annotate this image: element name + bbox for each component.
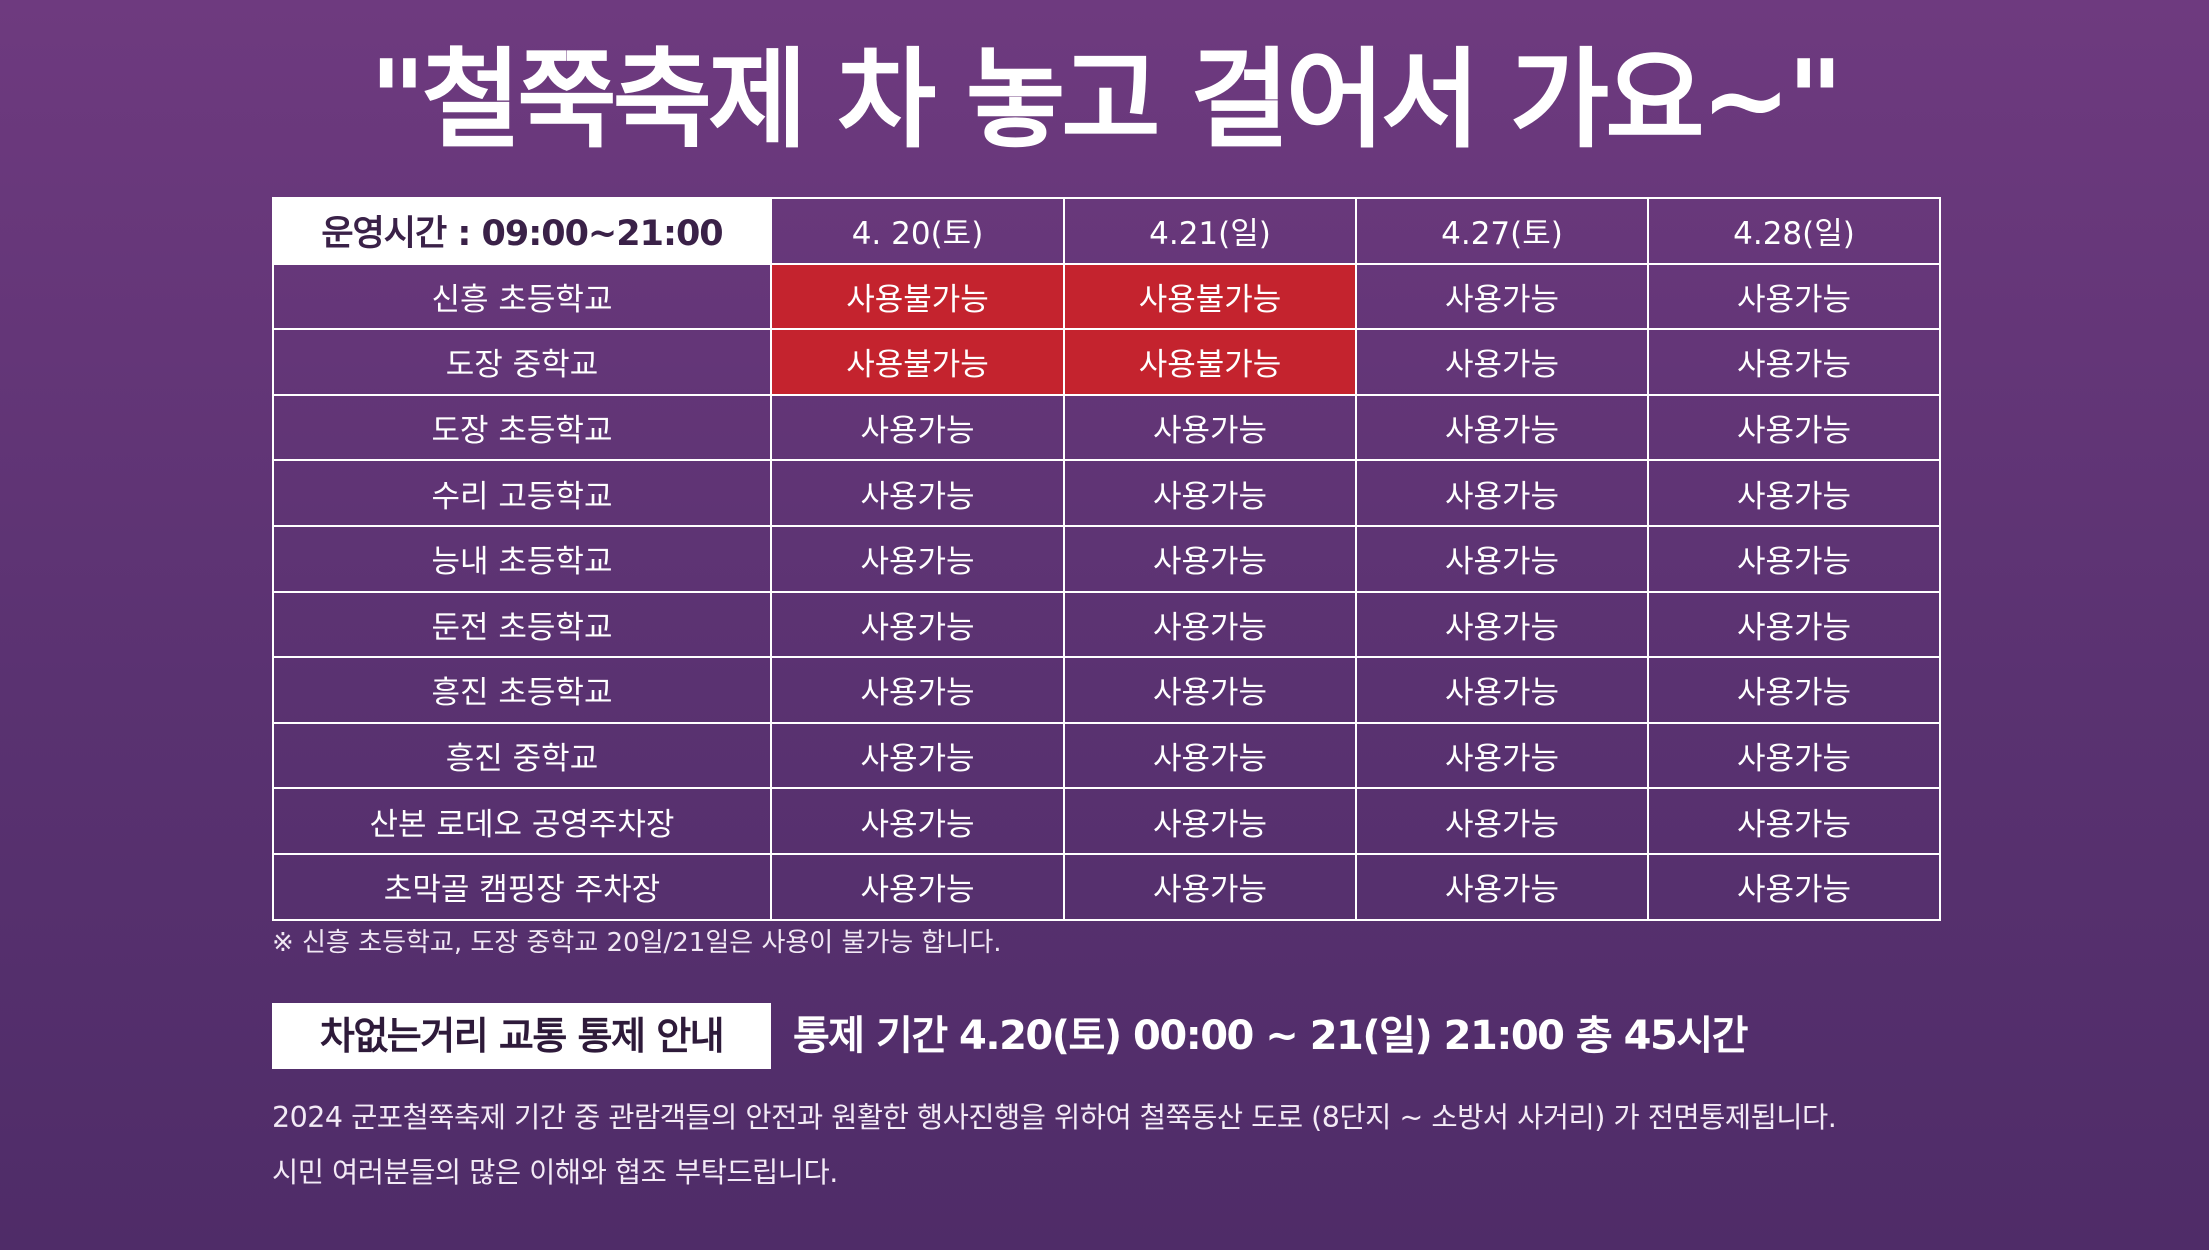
table-row: 흥진 초등학교 사용가능 사용가능 사용가능 사용가능 (272, 656, 1941, 724)
availability-cell: 사용가능 (770, 656, 1065, 724)
parking-schedule-table: 운영시간 : 09:00~21:00 4. 20(토) 4.21(일) 4.27… (272, 197, 1941, 921)
availability-cell: 사용가능 (1647, 459, 1941, 527)
parking-location-name: 흥진 초등학교 (272, 656, 772, 724)
table-body: 신흥 초등학교 사용불가능 사용불가능 사용가능 사용가능 도장 중학교 사용불가능 사용불가… (272, 262, 1941, 921)
availability-cell: 사용가능 (1647, 524, 1941, 593)
parking-location-name: 도장 초등학교 (272, 393, 772, 462)
availability-cell: 사용가능 (1063, 721, 1357, 790)
table-row: 신흥 초등학교 사용불가능 사용불가능 사용가능 사용가능 (272, 262, 1941, 331)
table-row: 수리 고등학교 사용가능 사용가능 사용가능 사용가능 (272, 459, 1941, 527)
table-row: 도장 중학교 사용불가능 사용불가능 사용가능 사용가능 (272, 328, 1941, 396)
table-row: 능내 초등학교 사용가능 사용가능 사용가능 사용가능 (272, 524, 1941, 593)
availability-cell: 사용가능 (1063, 459, 1357, 527)
availability-cell: 사용가능 (1063, 524, 1357, 593)
availability-cell: 사용가능 (1063, 590, 1357, 659)
availability-cell: 사용가능 (770, 459, 1065, 527)
availability-cell: 사용가능 (1647, 393, 1941, 462)
availability-cell: 사용가능 (1647, 262, 1941, 331)
footnote: ※ 신흥 초등학교, 도장 중학교 20일/21일은 사용이 불가능 합니다. (272, 928, 1002, 958)
description-line: 2024 군포철쭉축제 기간 중 관람객들의 안전과 원활한 행사진행을 위하여… (272, 1101, 1837, 1134)
availability-cell: 사용가능 (1355, 590, 1649, 659)
availability-cell: 사용불가능 (1063, 328, 1357, 396)
availability-cell: 사용가능 (1355, 459, 1649, 527)
date-header: 4.21(일) (1063, 197, 1357, 265)
availability-cell: 사용가능 (770, 852, 1065, 921)
availability-cell: 사용가능 (1647, 787, 1941, 855)
date-header: 4.28(일) (1647, 197, 1941, 265)
availability-cell: 사용가능 (1355, 656, 1649, 724)
description-line: 시민 여러분들의 많은 이해와 협조 부탁드립니다. (272, 1156, 838, 1189)
availability-cell: 사용가능 (1355, 852, 1649, 921)
availability-cell: 사용가능 (1355, 393, 1649, 462)
parking-location-name: 산본 로데오 공영주차장 (272, 787, 772, 855)
operating-hours-label: 운영시간 : 09:00~21:00 (272, 197, 772, 265)
table-row: 산본 로데오 공영주차장 사용가능 사용가능 사용가능 사용가능 (272, 787, 1941, 855)
page-title: "철쭉축제 차 놓고 걸어서 가요~" (369, 38, 1844, 163)
table-row: 초막골 캠핑장 주차장 사용가능 사용가능 사용가능 사용가능 (272, 852, 1941, 921)
availability-cell: 사용가능 (1355, 721, 1649, 790)
table-row: 둔전 초등학교 사용가능 사용가능 사용가능 사용가능 (272, 590, 1941, 659)
parking-location-name: 흥진 중학교 (272, 721, 772, 790)
parking-location-name: 둔전 초등학교 (272, 590, 772, 659)
availability-cell: 사용불가능 (1063, 262, 1357, 331)
availability-cell: 사용가능 (770, 393, 1065, 462)
availability-cell: 사용가능 (1063, 656, 1357, 724)
availability-cell: 사용가능 (1355, 328, 1649, 396)
traffic-control-period: 통제 기간 4.20(토) 00:00 ~ 21(일) 21:00 총 45시간 (793, 1013, 1748, 1059)
availability-cell: 사용가능 (770, 524, 1065, 593)
availability-cell: 사용불가능 (770, 328, 1065, 396)
availability-cell: 사용가능 (1063, 393, 1357, 462)
availability-cell: 사용가능 (770, 787, 1065, 855)
availability-cell: 사용가능 (1355, 524, 1649, 593)
availability-cell: 사용가능 (1063, 787, 1357, 855)
availability-cell: 사용가능 (1647, 852, 1941, 921)
availability-cell: 사용가능 (1647, 721, 1941, 790)
parking-location-name: 신흥 초등학교 (272, 262, 772, 331)
date-header: 4. 20(토) (770, 197, 1065, 265)
traffic-control-tag: 차없는거리 교통 통제 안내 (272, 1003, 771, 1069)
availability-cell: 사용가능 (770, 721, 1065, 790)
parking-location-name: 수리 고등학교 (272, 459, 772, 527)
availability-cell: 사용불가능 (770, 262, 1065, 331)
availability-cell: 사용가능 (770, 590, 1065, 659)
parking-location-name: 초막골 캠핑장 주차장 (272, 852, 772, 921)
availability-cell: 사용가능 (1647, 656, 1941, 724)
parking-location-name: 능내 초등학교 (272, 524, 772, 593)
date-header: 4.27(토) (1355, 197, 1649, 265)
parking-location-name: 도장 중학교 (272, 328, 772, 396)
availability-cell: 사용가능 (1355, 787, 1649, 855)
traffic-control-description: 2024 군포철쭉축제 기간 중 관람객들의 안전과 원활한 행사진행을 위하여… (272, 1090, 1992, 1200)
availability-cell: 사용가능 (1647, 328, 1941, 396)
table-row: 흥진 중학교 사용가능 사용가능 사용가능 사용가능 (272, 721, 1941, 790)
table-header-row: 운영시간 : 09:00~21:00 4. 20(토) 4.21(일) 4.27… (272, 197, 1941, 265)
availability-cell: 사용가능 (1355, 262, 1649, 331)
availability-cell: 사용가능 (1063, 852, 1357, 921)
availability-cell: 사용가능 (1647, 590, 1941, 659)
table-row: 도장 초등학교 사용가능 사용가능 사용가능 사용가능 (272, 393, 1941, 462)
